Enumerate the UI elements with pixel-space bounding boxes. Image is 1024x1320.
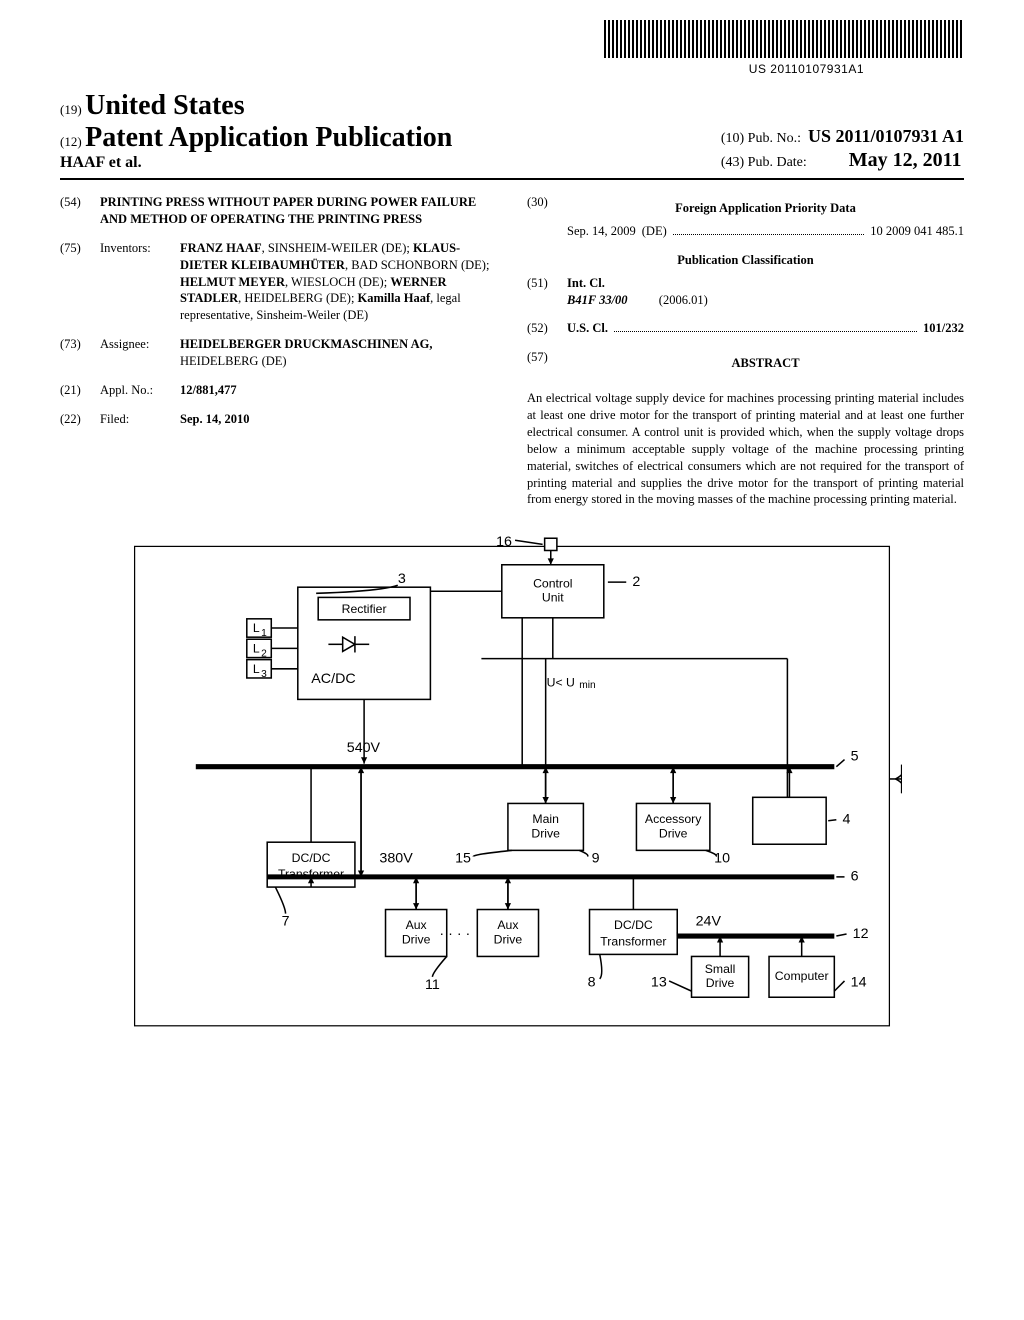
priority-date: Sep. 14, 2009 — [567, 223, 636, 240]
svg-text:Control: Control — [533, 577, 572, 591]
svg-text:5: 5 — [851, 749, 859, 765]
svg-text:24V: 24V — [696, 914, 722, 930]
figure-svg: 16ControlUnit23RectifierAC/DCL1L2L3540V5… — [122, 526, 902, 1036]
patent-header: (19) United States (12) Patent Applicati… — [60, 90, 964, 180]
svg-text:L: L — [253, 662, 260, 676]
svg-text:6: 6 — [851, 869, 859, 885]
svg-text:16: 16 — [496, 534, 512, 550]
svg-text:DC/DC: DC/DC — [292, 851, 331, 865]
svg-text:14: 14 — [851, 975, 867, 991]
filed-label: Filed: — [100, 411, 180, 428]
svg-text:12: 12 — [853, 926, 869, 942]
svg-text:3: 3 — [398, 571, 406, 587]
foreign-priority-heading: Foreign Application Priority Data — [567, 200, 964, 217]
inventors-list: FRANZ HAAF, SINSHEIM-WEILER (DE); KLAUS-… — [180, 240, 497, 324]
priority-country: (DE) — [642, 223, 667, 240]
svg-text:· · · ·: · · · · — [439, 926, 470, 942]
svg-text:Drive: Drive — [494, 933, 523, 947]
applno-value: 12/881,477 — [180, 382, 497, 399]
assignee-value: HEIDELBERGER DRUCKMASCHINEN AG, HEIDELBE… — [180, 336, 497, 370]
inventors-label: Inventors: — [100, 240, 180, 324]
code-10: (10) — [721, 131, 744, 146]
svg-text:1: 1 — [261, 628, 267, 639]
code-75: (75) — [60, 240, 100, 324]
barcode-number: US 20110107931A1 — [749, 62, 864, 76]
uscl-value: 101/232 — [923, 320, 964, 337]
svg-text:Drive: Drive — [659, 827, 688, 841]
svg-text:7: 7 — [282, 914, 290, 930]
svg-text:540V: 540V — [347, 740, 381, 756]
svg-text:Unit: Unit — [542, 591, 564, 605]
svg-text:4: 4 — [842, 812, 850, 828]
filed-value: Sep. 14, 2010 — [180, 411, 497, 428]
svg-text:8: 8 — [588, 975, 596, 991]
svg-text:2: 2 — [632, 574, 640, 590]
bibliographic-columns: (54) PRINTING PRESS WITHOUT PAPER DURING… — [60, 194, 964, 508]
code-19: (19) — [60, 102, 82, 117]
code-22: (22) — [60, 411, 100, 428]
abstract-text: An electrical voltage supply device for … — [527, 390, 964, 508]
uscl-label: U.S. Cl. — [567, 320, 608, 337]
right-column: (30) Foreign Application Priority Data S… — [527, 194, 964, 508]
assignee-label: Assignee: — [100, 336, 180, 370]
svg-text:DC/DC: DC/DC — [614, 918, 653, 932]
publication-type: Patent Application Publication — [85, 122, 452, 153]
svg-text:L: L — [253, 642, 260, 656]
svg-text:3: 3 — [261, 669, 267, 680]
code-73: (73) — [60, 336, 100, 370]
pubdate-label: Pub. Date: — [748, 155, 807, 170]
svg-text:Aux: Aux — [406, 918, 427, 932]
svg-text:2: 2 — [261, 649, 267, 660]
svg-text:Accessory: Accessory — [645, 812, 702, 826]
publication-number: US 2011/0107931 A1 — [808, 126, 964, 146]
applno-label: Appl. No.: — [100, 382, 180, 399]
svg-text:380V: 380V — [379, 851, 413, 867]
code-12: (12) — [60, 134, 82, 149]
svg-text:Computer: Computer — [775, 969, 829, 983]
svg-text:Drive: Drive — [402, 933, 431, 947]
barcode — [604, 20, 964, 58]
code-57: (57) — [527, 349, 567, 378]
svg-text:AC/DC: AC/DC — [311, 671, 355, 687]
priority-number: 10 2009 041 485.1 — [870, 223, 964, 240]
svg-text:15: 15 — [455, 851, 471, 867]
svg-text:9: 9 — [592, 851, 600, 867]
invention-title: PRINTING PRESS WITHOUT PAPER DURING POWE… — [100, 194, 497, 228]
svg-text:10: 10 — [714, 851, 730, 867]
code-52: (52) — [527, 320, 567, 337]
svg-text:Rectifier: Rectifier — [342, 602, 387, 616]
code-43: (43) — [721, 155, 744, 170]
svg-text:Main: Main — [532, 812, 559, 826]
svg-text:13: 13 — [651, 975, 667, 991]
intcl-class: B41F 33/00 — [567, 293, 628, 307]
patent-figure: 16ControlUnit23RectifierAC/DCL1L2L3540V5… — [60, 526, 964, 1036]
svg-text:L: L — [253, 621, 260, 635]
code-21: (21) — [60, 382, 100, 399]
publication-date: May 12, 2011 — [849, 149, 962, 171]
svg-text:Transformer: Transformer — [600, 935, 666, 949]
abstract-heading: ABSTRACT — [567, 355, 964, 372]
country: United States — [85, 90, 244, 121]
svg-text:min: min — [579, 680, 595, 691]
svg-text:Drive: Drive — [706, 976, 735, 990]
header-authors: HAAF et al. — [60, 154, 452, 172]
svg-text:Small: Small — [705, 962, 736, 976]
pub-classification-heading: Publication Classification — [527, 252, 964, 269]
intcl-label: Int. Cl. — [567, 275, 964, 292]
code-51: (51) — [527, 275, 567, 309]
code-30: (30) — [527, 194, 567, 240]
svg-text:Drive: Drive — [531, 827, 560, 841]
svg-text:Aux: Aux — [497, 918, 518, 932]
intcl-version: (2006.01) — [659, 293, 708, 307]
svg-text:11: 11 — [425, 977, 440, 993]
code-54: (54) — [60, 194, 100, 228]
left-column: (54) PRINTING PRESS WITHOUT PAPER DURING… — [60, 194, 497, 508]
svg-text:U< U: U< U — [547, 676, 575, 690]
pubno-label: Pub. No.: — [748, 131, 801, 146]
